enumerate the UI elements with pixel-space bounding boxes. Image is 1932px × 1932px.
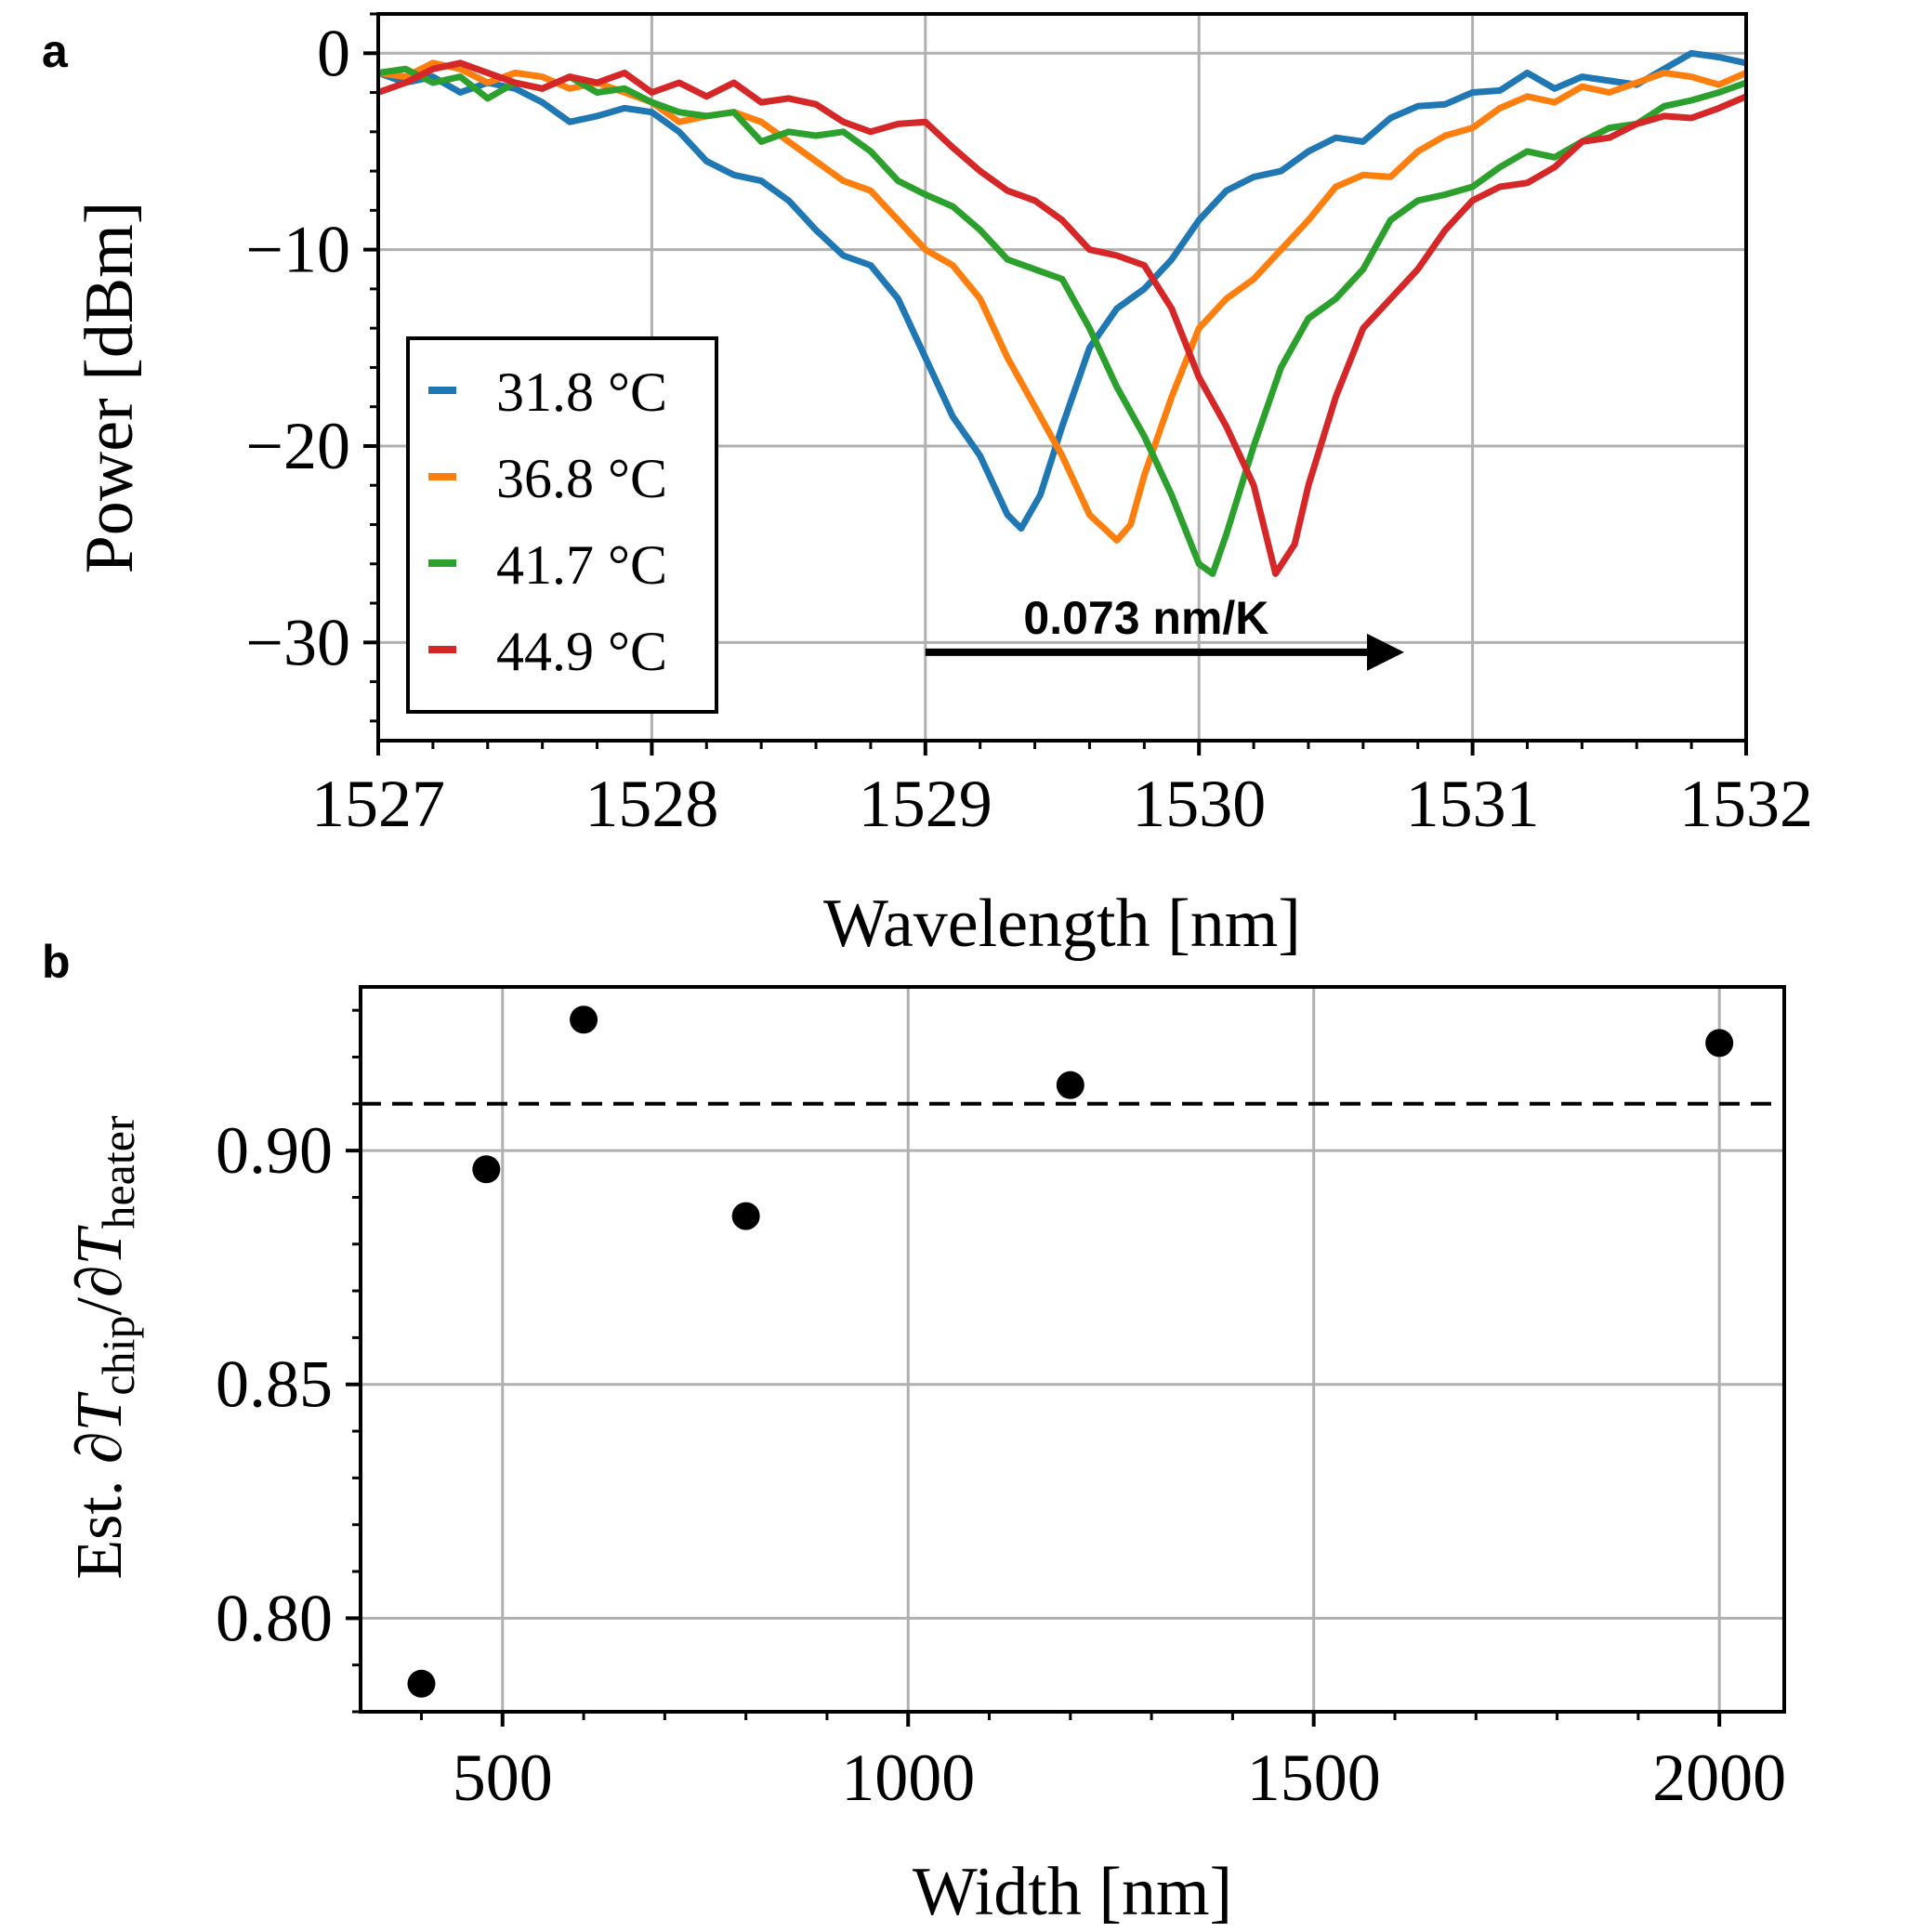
panel-a: 0.073 nm/K 1527 1528 1529 1530 1531 1532 0 −10 −… (42, 12, 1813, 962)
y-tick-label: 0.90 (216, 1113, 333, 1188)
panel-a-label: a (42, 25, 69, 77)
ylabel-sub-chip: chip (92, 1316, 144, 1396)
y-tick-label: 0.80 (216, 1581, 333, 1655)
panel-a-series (378, 49, 1746, 577)
legend-label: 44.9 °C (496, 621, 667, 682)
panel-b-frame (359, 985, 1786, 1714)
ylabel-T2: T (64, 1224, 136, 1265)
panel-b-label: b (42, 936, 71, 988)
series-line-0 (378, 49, 1746, 532)
legend-box (406, 336, 718, 714)
x-tick-label: 500 (453, 1741, 553, 1815)
panel-b: 500 1000 1500 2000 0.80 0.85 0.90 b Width [nm]… (42, 936, 1786, 1930)
data-point (1705, 1029, 1734, 1058)
annotation-arrow-head (1367, 633, 1404, 671)
panel-a-ylabel: Power [dBm] (72, 202, 148, 574)
x-tick-label: 1529 (859, 767, 992, 841)
x-tick-label: 1527 (311, 767, 445, 841)
annotation-label: 0.073 nm/K (1023, 592, 1268, 644)
x-tick-label: 1000 (841, 1741, 975, 1815)
y-tick-label: −10 (245, 213, 350, 287)
data-point (472, 1155, 501, 1184)
data-point (1056, 1071, 1084, 1099)
panel-b-grid (361, 987, 1784, 1712)
ylabel-T1: T (64, 1391, 136, 1432)
panel-a-frame (376, 12, 1748, 743)
ylabel-slash: /∂ (64, 1265, 136, 1315)
ylabel-prefix: Est. ∂ (64, 1432, 136, 1580)
legend-label: 41.7 °C (496, 534, 667, 596)
y-tick-label: −20 (245, 409, 350, 483)
panel-a-ticks: 1527 1528 1529 1530 1531 1532 0 −10 −20 −30 (245, 12, 1813, 841)
data-point (570, 1005, 598, 1034)
series-line-3 (378, 59, 1746, 577)
panel-a-xlabel: Wavelength [nm] (823, 886, 1301, 962)
data-point (407, 1669, 436, 1698)
y-tick-label: 0 (317, 16, 350, 90)
x-tick-label: 2000 (1652, 1741, 1786, 1815)
y-tick-label: −30 (245, 605, 350, 679)
series-line-2 (378, 65, 1746, 577)
panel-a-legend: 31.8 °C 36.8 °C 41.7 °C 44.9 °C (406, 336, 718, 714)
ylabel-sub-heater: heater (92, 1115, 144, 1229)
x-tick-label: 1528 (585, 767, 718, 841)
x-tick-label: 1530 (1132, 767, 1266, 841)
panel-b-points (407, 1005, 1734, 1698)
legend-label: 31.8 °C (496, 361, 667, 423)
panel-b-ylabel: Est. ∂Tchip/∂Theater (64, 1115, 144, 1580)
legend-label: 36.8 °C (496, 448, 667, 509)
panel-b-xlabel: Width [nm] (913, 1854, 1232, 1930)
x-tick-label: 1531 (1406, 767, 1540, 841)
panel-a-annotation: 0.073 nm/K (925, 592, 1404, 671)
data-point (731, 1202, 760, 1230)
y-tick-label: 0.85 (216, 1347, 333, 1422)
x-tick-label: 1500 (1247, 1741, 1381, 1815)
x-tick-label: 1532 (1679, 767, 1813, 841)
panel-b-ticks: 500 1000 1500 2000 0.80 0.85 0.90 (216, 1008, 1786, 1815)
